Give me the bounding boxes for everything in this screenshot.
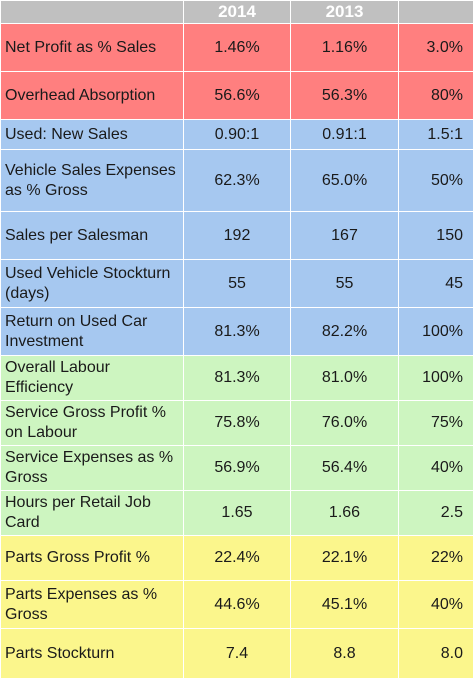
value-target: 50% bbox=[398, 149, 473, 212]
kpi-row: Sales per Salesman 192 167 150 bbox=[0, 211, 473, 260]
kpi-label: Net Profit as % Sales bbox=[0, 23, 184, 72]
value-2013: 82.2% bbox=[290, 307, 399, 356]
kpi-label: Used: New Sales bbox=[0, 119, 184, 150]
value-target: 22% bbox=[398, 535, 473, 581]
header-row: 2014 2013 bbox=[0, 0, 473, 24]
kpi-label: Overhead Absorption bbox=[0, 71, 184, 120]
header-2014: 2014 bbox=[183, 0, 291, 24]
kpi-label: Hours per Retail Job Card bbox=[0, 490, 184, 536]
value-2013: 81.0% bbox=[290, 355, 399, 401]
value-target: 40% bbox=[398, 445, 473, 491]
value-target: 80% bbox=[398, 71, 473, 120]
value-target: 8.0 bbox=[398, 628, 473, 679]
value-target: 150 bbox=[398, 211, 473, 260]
kpi-label: Parts Expenses as % Gross bbox=[0, 580, 184, 629]
value-2014: 7.4 bbox=[183, 628, 291, 679]
value-2013: 56.4% bbox=[290, 445, 399, 491]
value-2013: 65.0% bbox=[290, 149, 399, 212]
value-2014: 62.3% bbox=[183, 149, 291, 212]
kpi-row: Parts Stockturn 7.4 8.8 8.0 bbox=[0, 628, 473, 679]
value-2014: 75.8% bbox=[183, 400, 291, 446]
kpi-label: Parts Gross Profit % bbox=[0, 535, 184, 581]
kpi-label: Vehicle Sales Expenses as % Gross bbox=[0, 149, 184, 212]
header-label-cell bbox=[0, 0, 184, 24]
value-2013: 8.8 bbox=[290, 628, 399, 679]
value-2014: 55 bbox=[183, 259, 291, 308]
value-2013: 45.1% bbox=[290, 580, 399, 629]
value-target: 100% bbox=[398, 307, 473, 356]
value-2013: 1.16% bbox=[290, 23, 399, 72]
value-2014: 22.4% bbox=[183, 535, 291, 581]
kpi-row: Overhead Absorption 56.6% 56.3% 80% bbox=[0, 71, 473, 120]
kpi-row: Used Vehicle Stockturn (days) 55 55 45 bbox=[0, 259, 473, 308]
value-2013: 56.3% bbox=[290, 71, 399, 120]
kpi-row: Vehicle Sales Expenses as % Gross 62.3% 65… bbox=[0, 149, 473, 212]
value-target: 1.5:1 bbox=[398, 119, 473, 150]
value-2013: 22.1% bbox=[290, 535, 399, 581]
kpi-label: Parts Stockturn bbox=[0, 628, 184, 679]
value-2014: 192 bbox=[183, 211, 291, 260]
value-target: 75% bbox=[398, 400, 473, 446]
value-2014: 1.65 bbox=[183, 490, 291, 536]
kpi-label: Overall Labour Efficiency bbox=[0, 355, 184, 401]
value-2014: 1.46% bbox=[183, 23, 291, 72]
kpi-label: Service Gross Profit % on Labour bbox=[0, 400, 184, 446]
value-target: 45 bbox=[398, 259, 473, 308]
kpi-row: Parts Gross Profit % 22.4% 22.1% 22% bbox=[0, 535, 473, 581]
value-2014: 44.6% bbox=[183, 580, 291, 629]
value-2013: 55 bbox=[290, 259, 399, 308]
value-2014: 81.3% bbox=[183, 355, 291, 401]
value-2014: 56.9% bbox=[183, 445, 291, 491]
value-2013: 1.66 bbox=[290, 490, 399, 536]
value-2014: 0.90:1 bbox=[183, 119, 291, 150]
kpi-row: Parts Expenses as % Gross 44.6% 45.1% 40% bbox=[0, 580, 473, 629]
kpi-row: Used: New Sales 0.90:1 0.91:1 1.5:1 bbox=[0, 119, 473, 150]
kpi-row: Net Profit as % Sales 1.46% 1.16% 3.0% bbox=[0, 23, 473, 72]
value-2014: 56.6% bbox=[183, 71, 291, 120]
kpi-row: Overall Labour Efficiency 81.3% 81.0% 100% bbox=[0, 355, 473, 401]
kpi-row: Service Expenses as % Gross 56.9% 56.4% 40% bbox=[0, 445, 473, 491]
kpi-table-body: Net Profit as % Sales 1.46% 1.16% 3.0% Overh… bbox=[0, 23, 473, 679]
value-2013: 0.91:1 bbox=[290, 119, 399, 150]
kpi-label: Return on Used Car Investment bbox=[0, 307, 184, 356]
value-target: 40% bbox=[398, 580, 473, 629]
header-2013: 2013 bbox=[290, 0, 399, 24]
kpi-label: Used Vehicle Stockturn (days) bbox=[0, 259, 184, 308]
kpi-row: Service Gross Profit % on Labour 75.8% 76.… bbox=[0, 400, 473, 446]
value-target: 2.5 bbox=[398, 490, 473, 536]
value-2013: 167 bbox=[290, 211, 399, 260]
kpi-row: Return on Used Car Investment 81.3% 82.2% 1… bbox=[0, 307, 473, 356]
kpi-label: Sales per Salesman bbox=[0, 211, 184, 260]
kpi-row: Hours per Retail Job Card 1.65 1.66 2.5 bbox=[0, 490, 473, 536]
value-2014: 81.3% bbox=[183, 307, 291, 356]
value-target: 100% bbox=[398, 355, 473, 401]
kpi-label: Service Expenses as % Gross bbox=[0, 445, 184, 491]
value-target: 3.0% bbox=[398, 23, 473, 72]
header-target bbox=[398, 0, 473, 24]
value-2013: 76.0% bbox=[290, 400, 399, 446]
